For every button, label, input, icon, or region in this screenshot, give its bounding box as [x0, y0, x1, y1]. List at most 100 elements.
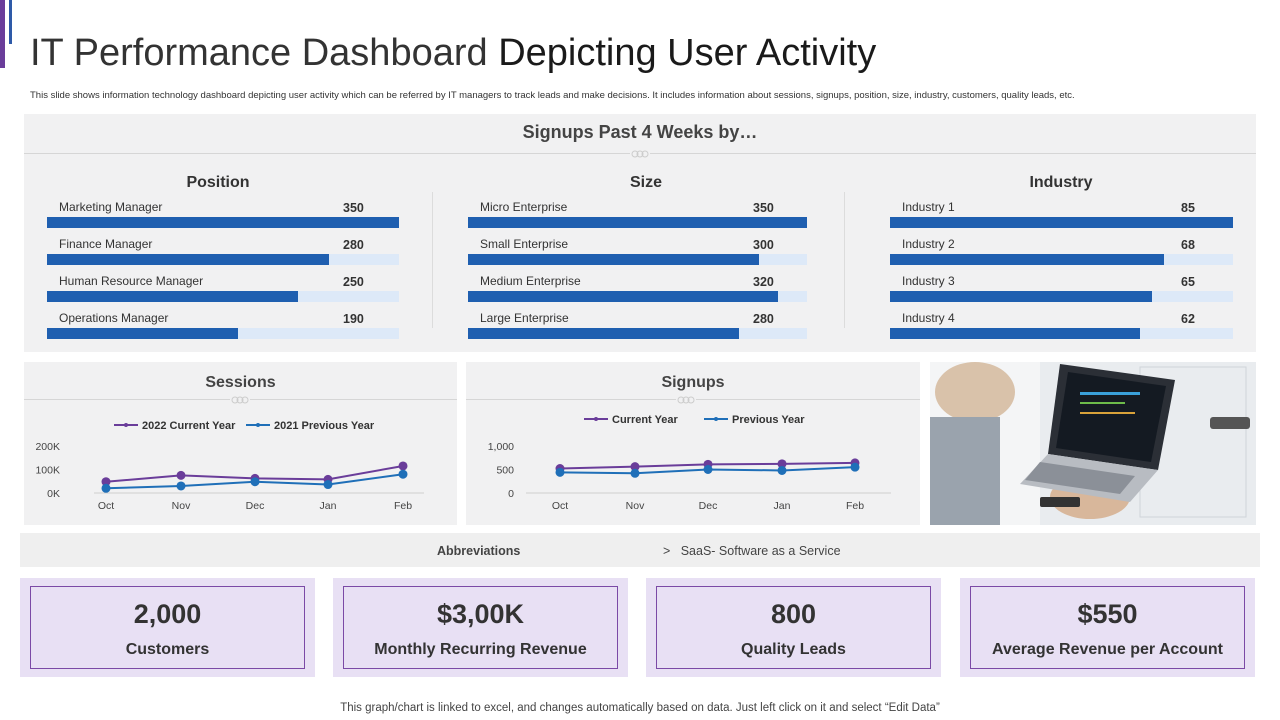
page-title: IT Performance Dashboard Depicting User … [30, 32, 876, 75]
bar-track [890, 217, 1233, 228]
legend-label: 2022 Current Year [142, 420, 236, 432]
bar-category-label: Marketing Manager [59, 200, 163, 214]
bar-value-label: 190 [343, 312, 364, 326]
bar-category-label: Industry 4 [902, 311, 955, 325]
bar-value-label: 85 [1181, 201, 1195, 215]
kpi-frame: 800 Quality Leads [656, 586, 931, 669]
kpi-value: 2,000 [133, 599, 202, 629]
sessions-title: Sessions [205, 374, 276, 391]
bar-row: Marketing Manager 350 [47, 200, 399, 230]
bar-chart-title: Industry [1029, 174, 1093, 191]
x-tick-label: Feb [846, 500, 864, 512]
y-tick-label: 100K [35, 465, 60, 477]
legend-label: 2021 Previous Year [274, 420, 375, 432]
accent-bar-secondary [9, 0, 12, 44]
bar-category-label: Operations Manager [59, 311, 169, 325]
bar-track [47, 291, 399, 302]
bar-row: Operations Manager 190 [47, 311, 399, 341]
bar-value-label: 62 [1181, 312, 1195, 326]
data-point [777, 459, 787, 469]
sessions-panel: Sessions 0K 100K 200K Oct Nov Dec Jan Feb 2022 C… [24, 362, 457, 525]
bar [47, 328, 239, 339]
bar-category-label: Industry 3 [902, 274, 955, 288]
bar-track [47, 254, 399, 265]
x-tick-label: Oct [98, 500, 114, 512]
y-tick-label: 200K [35, 441, 60, 453]
data-point [398, 469, 408, 479]
signups-line-chart: 0 500 1,000 Oct Nov Dec Jan Feb Current Year Prev… [488, 414, 891, 512]
bar-category-label: Small Enterprise [480, 237, 569, 251]
data-point [176, 470, 186, 480]
column-separator [432, 192, 433, 328]
bar-category-label: Industry 2 [902, 237, 955, 251]
kpi-label: Monthly Recurring Revenue [374, 641, 587, 658]
bar-category-label: Industry 1 [902, 200, 955, 214]
kpi-frame: $3,00K Monthly Recurring Revenue [343, 586, 618, 669]
bar [47, 291, 299, 302]
kpi-label: Average Revenue per Account [992, 641, 1223, 658]
signups-chart-title: Signups [661, 374, 725, 391]
bar-row: Large Enterprise 280 [468, 311, 807, 341]
bar-track [47, 328, 399, 339]
column-separator [844, 192, 845, 328]
bar [47, 254, 329, 265]
laptop-user-photo [930, 362, 1256, 525]
data-point [777, 465, 787, 475]
data-point [630, 462, 640, 472]
kpi-card-quality-leads: 800 Quality Leads [646, 578, 941, 677]
abbreviations-text: > SaaS- Software as a Service [663, 544, 841, 558]
bar-chart-title: Position [186, 174, 250, 191]
legend-marker [256, 423, 260, 427]
x-tick-label: Dec [246, 500, 265, 512]
y-tick-label: 500 [496, 465, 514, 477]
data-point [850, 462, 860, 472]
bar-category-label: Human Resource Manager [59, 274, 204, 288]
bar-value-label: 300 [753, 238, 774, 252]
bar-track [890, 328, 1233, 339]
bar-track [468, 328, 807, 339]
signups-chart-panel: Signups 0 500 1,000 Oct Nov Dec Jan Feb Current … [466, 362, 920, 525]
kpi-card-arpa: $550 Average Revenue per Account [960, 578, 1255, 677]
data-point [323, 480, 333, 490]
page-subtitle: This slide shows information technology … [30, 90, 1075, 101]
abbreviations-label: Abbreviations [437, 544, 521, 558]
x-tick-label: Jan [774, 500, 791, 512]
legend-marker [594, 417, 598, 421]
kpi-value: $3,00K [436, 599, 525, 629]
bar-category-label: Medium Enterprise [480, 274, 581, 288]
legend-marker [714, 417, 718, 421]
bar-value-label: 65 [1181, 275, 1195, 289]
bar-track [468, 254, 807, 265]
bar [47, 217, 399, 228]
y-tick-label: 0 [508, 488, 514, 500]
data-point [250, 477, 260, 487]
bar-track [890, 291, 1233, 302]
data-point [703, 465, 713, 474]
bar [890, 291, 1153, 302]
bar-value-label: 350 [753, 201, 774, 215]
data-point [630, 468, 640, 478]
signups-panel: Signups Past 4 Weeks by… Position Marketi… [24, 114, 1256, 352]
x-tick-label: Nov [172, 500, 191, 512]
legend-label: Previous Year [732, 414, 805, 426]
data-point [398, 461, 408, 471]
bar [890, 217, 1233, 228]
bar [468, 291, 778, 302]
kpi-label: Quality Leads [741, 641, 846, 658]
bar-row: Industry 3 65 [890, 274, 1233, 304]
bar-chart-title: Size [629, 174, 662, 191]
kpi-card-customers: 2,000 Customers [20, 578, 315, 677]
page-title-light: IT Performance Dashboard [30, 32, 488, 74]
bar-track [47, 217, 399, 228]
kpi-value: $550 [1077, 599, 1138, 629]
bar [890, 328, 1141, 339]
divider-knot-icon [630, 150, 650, 158]
kpi-value: 800 [770, 599, 817, 629]
x-tick-label: Oct [552, 500, 568, 512]
bar-track [890, 254, 1233, 265]
bar-row: Medium Enterprise 320 [468, 274, 807, 304]
bar-value-label: 350 [343, 201, 364, 215]
data-point [101, 483, 111, 493]
footnote: This graph/chart is linked to excel, and… [340, 702, 940, 714]
accent-bar [0, 0, 5, 68]
